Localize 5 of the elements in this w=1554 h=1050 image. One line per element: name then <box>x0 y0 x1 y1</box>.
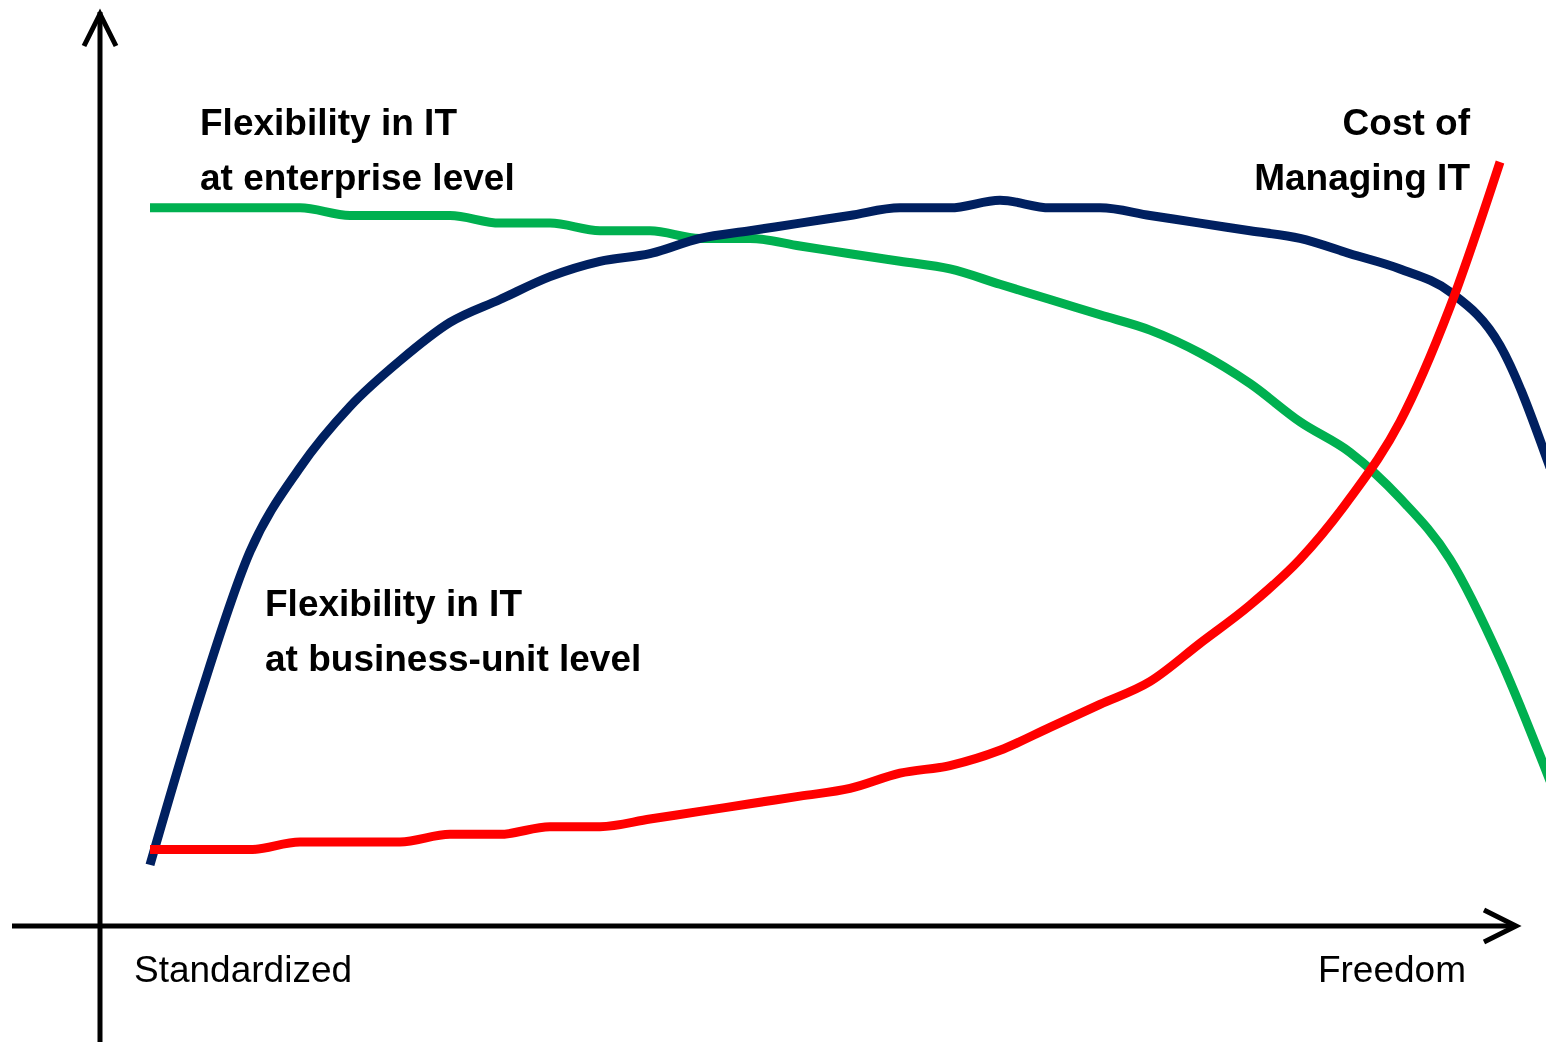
series-label: Flexibility in IT at enterprise level <box>200 102 515 198</box>
series-label: Flexibility in IT at business-unit level <box>265 583 642 679</box>
text: Freedom <box>1317 949 1466 990</box>
series-label: Cost of Managing IT <box>1254 102 1471 198</box>
text: Standardized <box>134 949 353 990</box>
